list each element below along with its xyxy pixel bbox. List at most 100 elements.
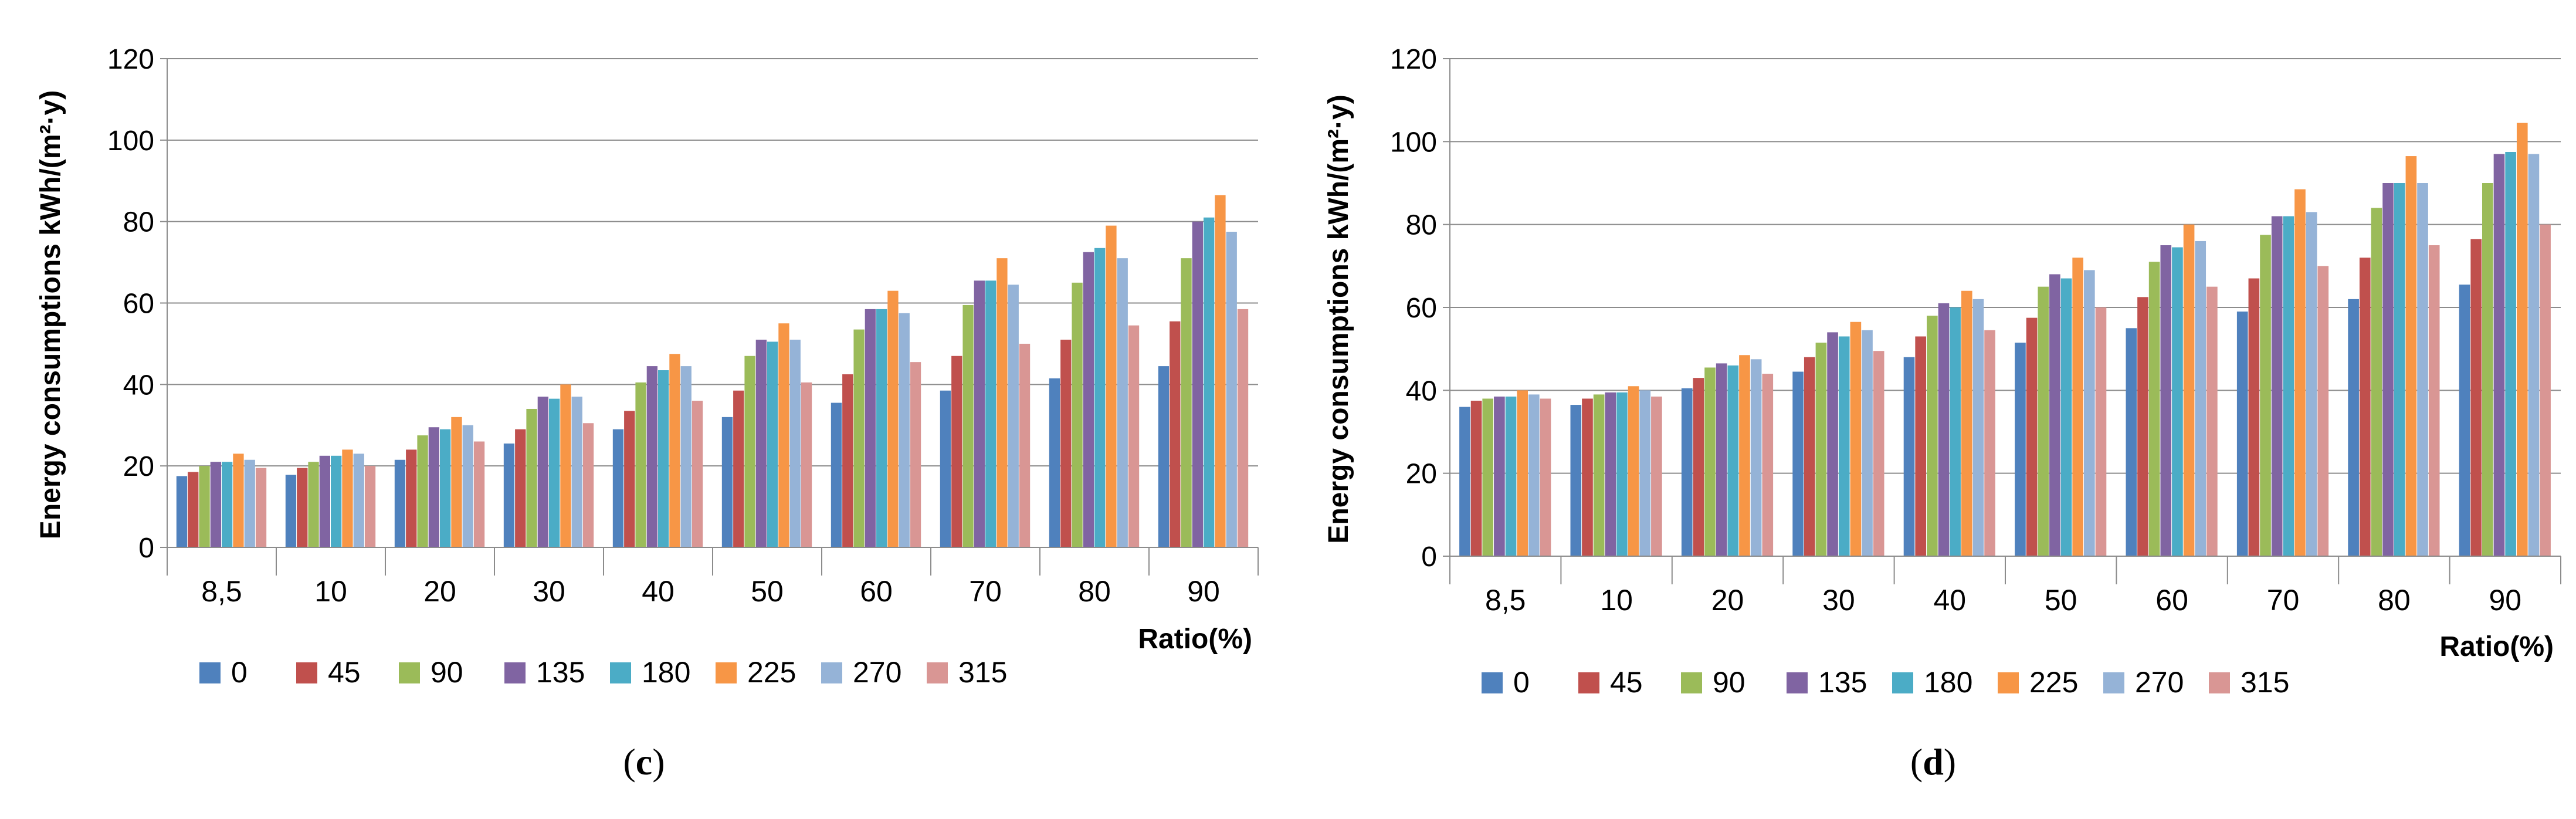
bar-90-60 (2148, 262, 2160, 556)
y-tick-label: 20 (1406, 459, 1437, 490)
legend-label-0: 0 (1513, 666, 1530, 699)
bar-45-60 (842, 374, 853, 547)
legend-label-180: 180 (1924, 666, 1972, 699)
bar-315-10 (1651, 396, 1662, 556)
bar-180-8,5 (1505, 396, 1517, 556)
bar-180-60 (876, 309, 887, 547)
y-tick-label: 100 (1390, 127, 1437, 158)
bar-315-50 (2095, 307, 2107, 556)
legend-label-45: 45 (1610, 666, 1643, 699)
bar-225-60 (887, 290, 899, 547)
bar-0-30 (1792, 371, 1804, 556)
bar-45-8,5 (1470, 401, 1482, 556)
bar-180-40 (658, 370, 669, 547)
x-tick-label: 60 (2155, 584, 2188, 617)
bar-270-8,5 (244, 459, 255, 547)
x-tick-label: 10 (314, 575, 347, 608)
bar-135-8,5 (1494, 396, 1505, 556)
bar-0-70 (940, 390, 951, 547)
bar-90-40 (635, 382, 646, 547)
bar-90-60 (853, 329, 865, 547)
bar-225-40 (669, 354, 680, 547)
bar-45-40 (624, 411, 635, 547)
bar-180-40 (1950, 307, 1961, 556)
legend-label-0: 0 (231, 656, 248, 689)
bar-225-90 (1215, 195, 1226, 547)
x-axis-title: Ratio(%) (1138, 624, 1252, 655)
bar-315-30 (582, 423, 594, 547)
x-tick-label: 8,5 (1485, 584, 1526, 617)
chart-c-svg: 0 20 40 60 80 100 120 8,5 10 20 30 40 50 60 70 80 90 Ener… (35, 44, 1259, 689)
x-tick-label: 50 (2045, 584, 2077, 617)
bar-225-10 (1628, 386, 1639, 556)
bar-180-80 (1094, 248, 1106, 547)
chart-d-svg: 0 20 40 60 80 100 120 8,5 10 20 30 40 50 60 70 80 90 Ener… (1323, 44, 2561, 699)
bar-315-30 (1873, 351, 1884, 556)
x-tick-label: 60 (860, 575, 893, 608)
y-tick-label: 80 (1406, 210, 1437, 241)
y-tick-label: 20 (123, 451, 154, 482)
x-tick-label: 90 (1187, 575, 1220, 608)
bar-45-90 (1170, 321, 1181, 547)
bar-315-60 (910, 362, 921, 547)
bar-90-40 (1926, 316, 1938, 556)
y-tick-label: 120 (107, 44, 154, 75)
bar-0-8,5 (176, 476, 188, 547)
bar-315-70 (2317, 266, 2329, 556)
bar-315-10 (364, 466, 376, 547)
bar-270-80 (1117, 258, 1128, 547)
y-axis-title: Energy consumptions kWh/(m²·y) (1323, 94, 1354, 543)
bar-0-90 (1158, 366, 1170, 547)
bar-270-70 (2306, 212, 2317, 556)
bar-90-20 (1704, 367, 1716, 556)
bar-135-30 (537, 397, 548, 547)
y-tick-label: 40 (1406, 375, 1437, 407)
bar-0-10 (1570, 405, 1582, 556)
bar-315-40 (1984, 330, 1995, 556)
legend-label-225: 225 (747, 656, 796, 689)
bar-90-80 (2371, 208, 2382, 556)
legend-swatch-135 (1787, 672, 1808, 693)
bar-90-50 (744, 356, 755, 547)
bar-270-20 (462, 425, 473, 547)
legend-swatch-45 (1578, 672, 1599, 693)
bar-45-50 (733, 390, 744, 547)
bar-0-40 (1903, 357, 1915, 556)
bar-45-40 (1915, 336, 1926, 556)
x-tick-label: 8,5 (201, 575, 242, 608)
legend-label-135: 135 (1818, 666, 1867, 699)
bar-90-30 (526, 408, 537, 547)
bar-315-40 (692, 401, 703, 547)
bar-180-10 (1616, 392, 1628, 556)
legend-label-315: 315 (958, 656, 1007, 689)
bar-90-30 (1815, 343, 1827, 556)
bar-315-60 (2206, 286, 2218, 556)
bar-135-20 (428, 427, 439, 547)
bar-90-90 (2482, 183, 2493, 556)
bar-135-80 (1083, 252, 1094, 547)
bar-0-80 (1049, 378, 1060, 547)
bar-180-20 (440, 429, 451, 547)
y-tick-label: 60 (1406, 293, 1437, 324)
bar-315-80 (1128, 325, 1140, 547)
bar-90-8,5 (199, 466, 210, 547)
legend-swatch-180 (1892, 672, 1913, 693)
bar-0-20 (394, 459, 406, 547)
bar-270-40 (1972, 299, 1984, 556)
bar-0-20 (1681, 388, 1693, 556)
y-axis-title: Energy consumptions kWh/(m²·y) (35, 90, 66, 539)
legend-label-90: 90 (1713, 666, 1745, 699)
bar-135-10 (1605, 392, 1616, 556)
bar-0-60 (2126, 328, 2137, 556)
bar-45-30 (515, 429, 526, 547)
bar-135-10 (319, 455, 330, 547)
bar-180-30 (1838, 336, 1850, 556)
bar-225-50 (778, 323, 789, 547)
bar-315-50 (801, 382, 812, 547)
bar-0-90 (2459, 285, 2470, 556)
bar-45-70 (2248, 278, 2260, 556)
legend-label-270: 270 (853, 656, 901, 689)
x-tick-label: 20 (423, 575, 456, 608)
bar-45-60 (2137, 297, 2148, 556)
bar-225-8,5 (233, 454, 244, 547)
